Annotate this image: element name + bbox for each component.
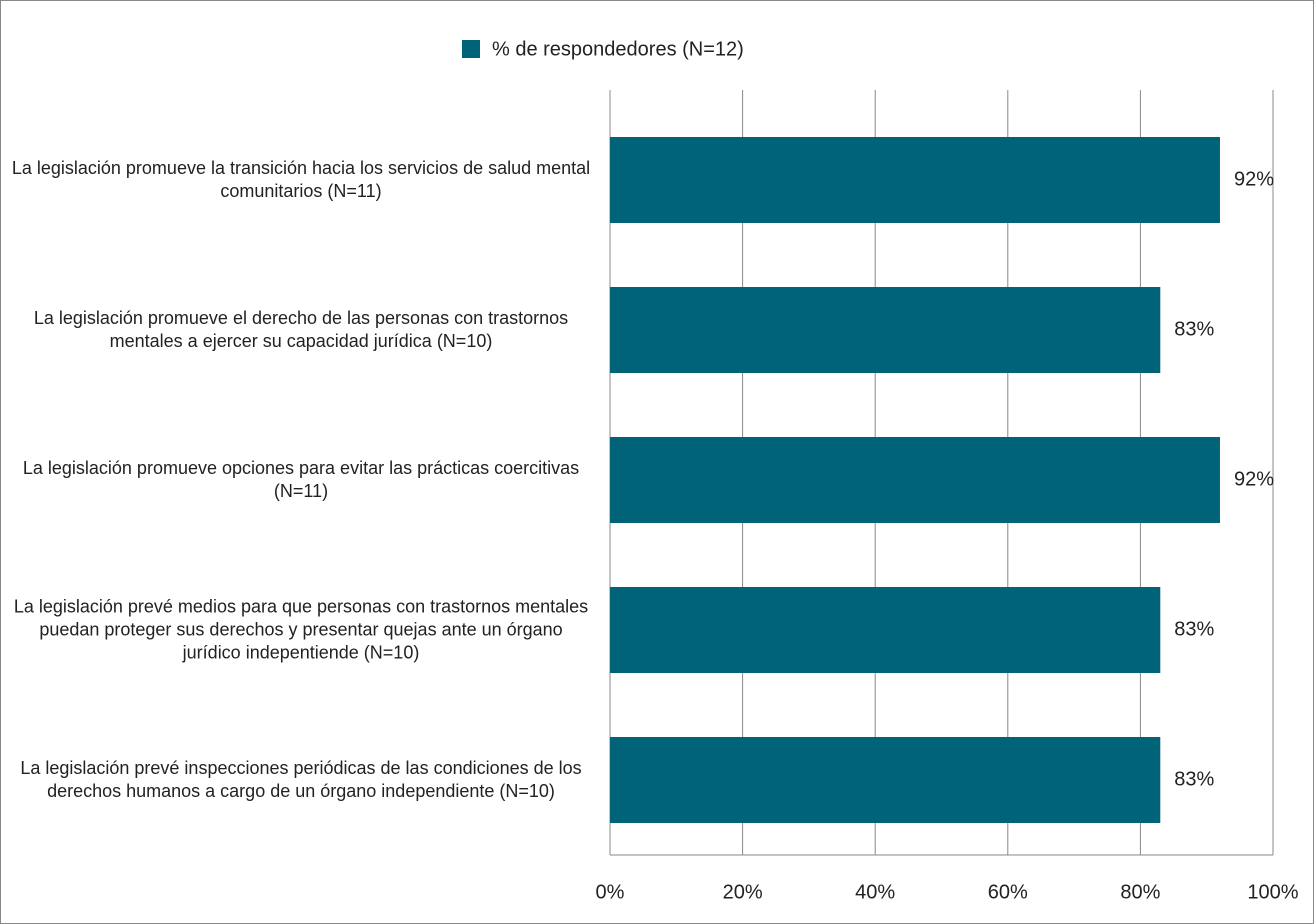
- bar: [610, 587, 1161, 673]
- y-tick-label: La legislación promueve opciones para ev…: [22, 458, 580, 501]
- x-tick-label: 80%: [1120, 881, 1160, 903]
- x-tick-label: 20%: [723, 881, 763, 903]
- bar: [610, 737, 1161, 823]
- y-tick-label: La legislación promueve la transición ha…: [11, 158, 591, 201]
- y-tick-label: La legislación promueve el derecho de la…: [33, 308, 569, 351]
- bar: [610, 137, 1220, 223]
- x-tick-label: 40%: [855, 881, 895, 903]
- x-tick-label: 100%: [1247, 881, 1298, 903]
- x-tick-label: 0%: [596, 881, 625, 903]
- value-label: 92%: [1234, 168, 1274, 190]
- y-tick-label: La legislación prevé medios para que per…: [13, 596, 589, 663]
- bar: [610, 287, 1161, 373]
- y-tick-label: La legislación prevé inspecciones periód…: [20, 758, 582, 801]
- value-label: 83%: [1174, 318, 1214, 340]
- value-label: 92%: [1234, 468, 1274, 490]
- value-label: 83%: [1174, 618, 1214, 640]
- legend-swatch: [462, 40, 480, 58]
- bar: [610, 437, 1220, 523]
- x-tick-label: 60%: [988, 881, 1028, 903]
- legend-label: % de respondedores (N=12): [492, 38, 744, 60]
- value-label: 83%: [1174, 768, 1214, 790]
